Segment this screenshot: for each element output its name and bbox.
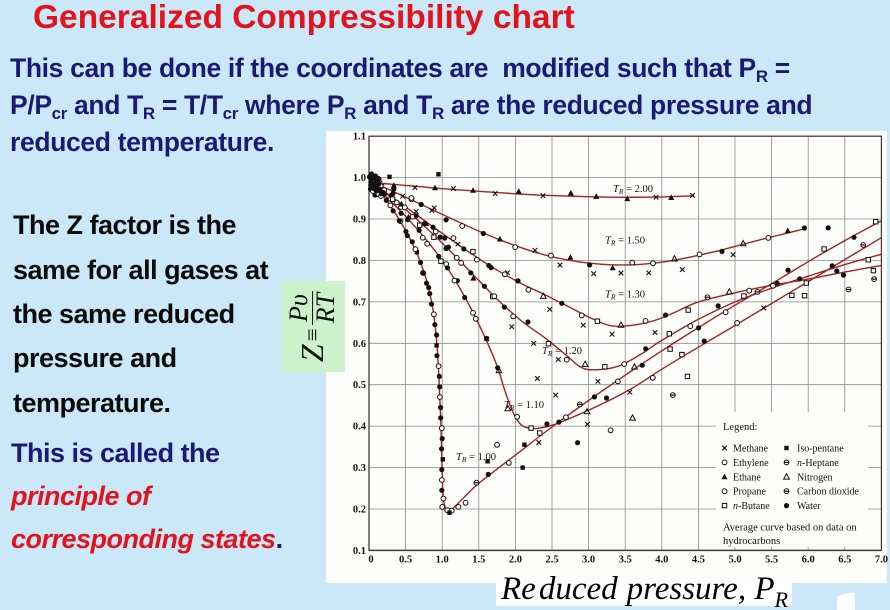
svg-text:n-Butane: n-Butane (733, 501, 770, 512)
svg-text:7.0: 7.0 (875, 555, 888, 566)
svg-text:0.7: 0.7 (353, 297, 366, 308)
svg-text:TR = 2.00: TR = 2.00 (613, 184, 653, 196)
svg-text:0.1: 0.1 (353, 546, 366, 557)
svg-text:0: 0 (368, 555, 373, 566)
svg-text:Carbon dioxide: Carbon dioxide (797, 487, 859, 498)
svg-text:TR = 1.10: TR = 1.10 (504, 400, 544, 412)
svg-text:Propane: Propane (733, 487, 766, 498)
svg-text:Water: Water (797, 501, 821, 512)
svg-text:Legend:: Legend: (723, 422, 757, 433)
svg-text:2.0: 2.0 (509, 555, 522, 566)
svg-text:0.6: 0.6 (353, 339, 366, 350)
svg-text:1.1: 1.1 (353, 132, 366, 143)
svg-text:Ethane: Ethane (733, 472, 761, 483)
svg-text:3.0: 3.0 (582, 555, 595, 566)
svg-text:Iso-pentane: Iso-pentane (797, 444, 844, 455)
svg-text:4.5: 4.5 (692, 555, 705, 566)
svg-text:TR = 1.00: TR = 1.00 (456, 452, 496, 464)
svg-text:6.0: 6.0 (802, 555, 815, 566)
svg-text:0.2: 0.2 (353, 505, 366, 516)
svg-text:0.3: 0.3 (353, 463, 366, 474)
svg-text:Methane: Methane (733, 444, 769, 455)
svg-text:1.0: 1.0 (353, 173, 366, 184)
svg-text:1.5: 1.5 (472, 555, 485, 566)
svg-text:n-Heptane: n-Heptane (797, 458, 839, 469)
svg-text:3.5: 3.5 (619, 555, 632, 566)
svg-text:5.5: 5.5 (765, 555, 778, 566)
svg-text:0.4: 0.4 (353, 422, 367, 433)
svg-text:TR = 1.30: TR = 1.30 (605, 290, 645, 302)
svg-text:6.5: 6.5 (838, 555, 851, 566)
svg-text:0.5: 0.5 (353, 380, 366, 391)
svg-text:Ethylene: Ethylene (733, 458, 769, 469)
svg-text:TR = 1.20: TR = 1.20 (542, 346, 582, 358)
svg-text:5.0: 5.0 (728, 555, 741, 566)
svg-text:0.8: 0.8 (353, 256, 366, 267)
svg-text:TR = 1.50: TR = 1.50 (605, 236, 645, 248)
svg-text:hydrocarbons: hydrocarbons (723, 536, 780, 547)
svg-text:Average curve based on data on: Average curve based on data on (723, 523, 857, 534)
svg-text:Nitrogen: Nitrogen (797, 472, 833, 483)
svg-text:1.0: 1.0 (436, 555, 449, 566)
svg-text:2.5: 2.5 (545, 555, 558, 566)
svg-text:4.0: 4.0 (655, 555, 668, 566)
svg-text:0.9: 0.9 (353, 215, 366, 226)
svg-text:0.5: 0.5 (399, 555, 412, 566)
